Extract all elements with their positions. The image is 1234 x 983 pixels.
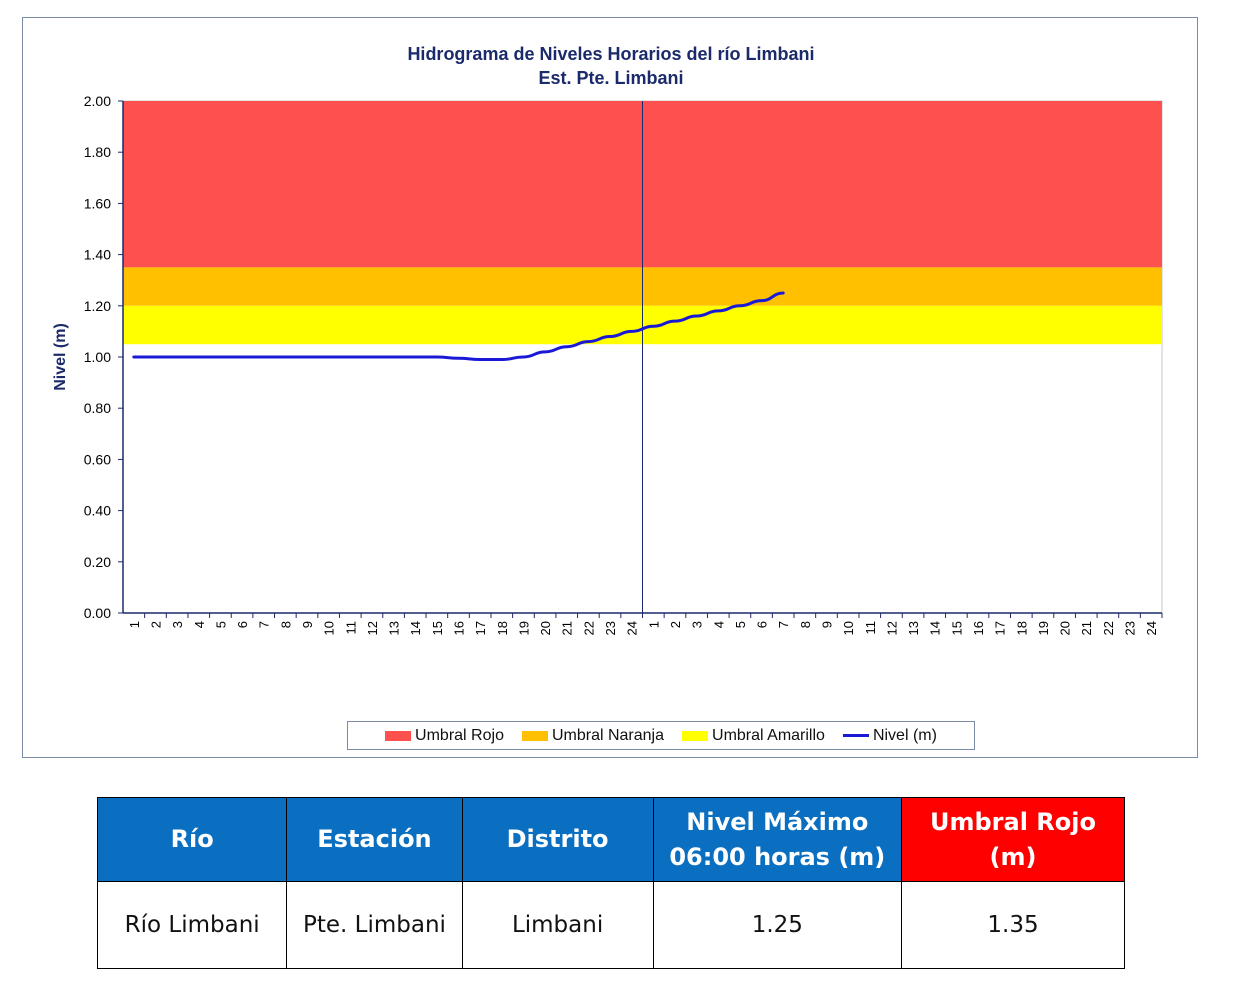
legend-item: Umbral Amarillo bbox=[682, 727, 825, 745]
table-header-row: Río Estación Distrito Nivel Máximo 06:00 hor… bbox=[96, 797, 1125, 882]
x-tick-label: 15 bbox=[949, 621, 964, 635]
table-cell: Limbani bbox=[461, 881, 654, 969]
legend-label: Nivel (m) bbox=[872, 726, 937, 744]
chart-title-line: Hidrograma de Niveles Horarios del río L… bbox=[407, 44, 814, 64]
x-tick-label: 4 bbox=[711, 621, 726, 628]
x-tick-label: 17 bbox=[993, 621, 1008, 635]
x-tick-label: 3 bbox=[170, 621, 185, 628]
legend-swatch bbox=[521, 730, 548, 741]
x-tick-label: 1 bbox=[646, 621, 661, 628]
x-tick-label: 21 bbox=[1079, 621, 1094, 635]
chart-legend: Umbral Rojo Umbral Naranja Umbral Amarillo… bbox=[347, 721, 975, 750]
x-tick-label: 5 bbox=[733, 621, 748, 628]
header-text: Nivel Máximo bbox=[686, 807, 869, 836]
header-text: 06:00 horas (m) bbox=[669, 842, 886, 871]
x-tick-label: 17 bbox=[473, 621, 488, 635]
x-tick-label: 9 bbox=[819, 621, 834, 628]
x-tick-label: 13 bbox=[906, 621, 921, 635]
y-tick-label: 1.20 bbox=[84, 298, 111, 314]
x-tick-label: 5 bbox=[213, 621, 228, 628]
x-tick-label: 8 bbox=[798, 621, 813, 628]
y-tick-label: 2.00 bbox=[84, 93, 111, 109]
x-tick-label: 22 bbox=[581, 621, 596, 635]
x-tick-label: 10 bbox=[322, 621, 337, 635]
x-tick-label: 19 bbox=[516, 621, 531, 635]
table-header-cell: Río bbox=[96, 797, 288, 882]
legend-label: Umbral Naranja bbox=[551, 726, 665, 744]
x-tick-label: 9 bbox=[300, 621, 315, 628]
y-tick-label: 1.00 bbox=[84, 349, 111, 365]
x-tick-label: 16 bbox=[452, 621, 467, 635]
x-tick-label: 16 bbox=[971, 621, 986, 635]
x-tick-label: 22 bbox=[1101, 621, 1116, 635]
chart-title-line: Est. Pte. Limbani bbox=[538, 68, 683, 88]
x-tick-label: 6 bbox=[235, 621, 250, 628]
x-tick-label: 11 bbox=[343, 621, 358, 635]
legend-item: Umbral Rojo bbox=[385, 727, 504, 745]
x-tick-label: 12 bbox=[884, 621, 899, 635]
x-tick-label: 6 bbox=[755, 621, 770, 628]
legend-swatch bbox=[385, 730, 412, 741]
x-tick-label: 23 bbox=[603, 621, 618, 635]
x-tick-label: 2 bbox=[668, 621, 683, 628]
table-cell: Pte. Limbani bbox=[286, 881, 463, 969]
x-tick-label: 7 bbox=[776, 621, 791, 628]
table-row: Río Limbani Pte. Limbani Limbani 1.25 1.35 bbox=[96, 881, 1125, 969]
x-tick-label: 7 bbox=[257, 621, 272, 628]
chart-frame: Hidrograma de Niveles Horarios del río L… bbox=[22, 17, 1198, 758]
x-tick-label: 19 bbox=[1036, 621, 1051, 635]
legend-swatch bbox=[682, 730, 709, 741]
x-tick-label: 14 bbox=[408, 621, 423, 635]
y-tick-label: 0.20 bbox=[84, 554, 111, 570]
legend-item: Umbral Naranja bbox=[521, 726, 665, 745]
table-cell: 1.35 bbox=[901, 881, 1125, 969]
hydrograph-chart: Hidrograma de Niveles Horarios del río L… bbox=[52, 44, 1163, 635]
table-header-cell: Nivel Máximo 06:00 horas (m) bbox=[652, 797, 903, 882]
y-tick-label: 1.60 bbox=[84, 195, 111, 211]
summary-table: Río Estación Distrito Nivel Máximo 06:00 hor… bbox=[96, 797, 1125, 969]
x-tick-label: 23 bbox=[1123, 621, 1138, 635]
x-tick-label: 8 bbox=[278, 621, 293, 628]
table-cell: Río Limbani bbox=[96, 881, 288, 969]
legend-label: Umbral Amarillo bbox=[712, 726, 825, 744]
series-line-nivel bbox=[132, 291, 785, 362]
legend-label: Umbral Rojo bbox=[415, 726, 504, 744]
y-tick-label: 0.40 bbox=[84, 503, 111, 519]
x-tick-label: 24 bbox=[1144, 621, 1159, 635]
table-header-cell: Estación bbox=[286, 797, 463, 882]
x-tick-label: 13 bbox=[387, 621, 402, 635]
legend-line-swatch bbox=[842, 734, 869, 737]
table-cell: 1.25 bbox=[652, 881, 903, 969]
y-tick-label: 0.00 bbox=[84, 605, 111, 621]
x-tick-label: 24 bbox=[625, 621, 640, 635]
header-text: Río bbox=[170, 825, 214, 853]
x-tick-label: 1 bbox=[127, 621, 142, 628]
x-tick-label: 14 bbox=[928, 621, 943, 635]
x-tick-label: 18 bbox=[495, 621, 510, 635]
legend-item: Nivel (m) bbox=[842, 726, 937, 745]
y-tick-label: 1.80 bbox=[84, 144, 111, 160]
y-tick-label: 0.60 bbox=[84, 451, 111, 467]
header-text: (m) bbox=[989, 842, 1037, 871]
x-tick-label: 11 bbox=[863, 621, 878, 635]
x-tick-label: 3 bbox=[690, 621, 705, 628]
table-header-cell: Distrito bbox=[461, 797, 654, 882]
x-tick-label: 18 bbox=[1014, 621, 1029, 635]
header-text: Distrito bbox=[506, 825, 609, 853]
y-tick-label: 1.40 bbox=[84, 247, 111, 263]
x-tick-label: 21 bbox=[560, 621, 575, 635]
x-tick-label: 2 bbox=[148, 621, 163, 628]
x-tick-label: 15 bbox=[430, 621, 445, 635]
x-tick-label: 10 bbox=[841, 621, 856, 635]
header-text: Estación bbox=[317, 825, 432, 853]
y-tick-label: 0.80 bbox=[84, 400, 111, 416]
x-tick-label: 12 bbox=[365, 621, 380, 635]
y-axis-label: Nivel (m) bbox=[52, 323, 69, 391]
x-tick-label: 20 bbox=[538, 621, 553, 635]
table-header-cell: Umbral Rojo (m) bbox=[901, 797, 1125, 882]
header-text: Umbral Rojo bbox=[930, 807, 1096, 836]
x-tick-label: 20 bbox=[1058, 621, 1073, 635]
x-tick-label: 4 bbox=[192, 621, 207, 628]
